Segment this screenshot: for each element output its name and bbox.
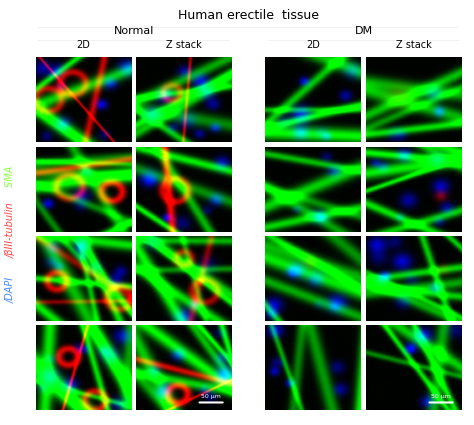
Text: 2D: 2D: [307, 40, 320, 50]
Text: /DAPI: /DAPI: [5, 277, 16, 303]
Text: 2D: 2D: [77, 40, 91, 50]
Text: 50 μm: 50 μm: [201, 394, 221, 399]
Text: Normal: Normal: [114, 26, 154, 36]
Text: /βIII-tubulin: /βIII-tubulin: [5, 203, 16, 258]
Text: Z stack: Z stack: [396, 40, 432, 50]
Text: Z stack: Z stack: [166, 40, 202, 50]
Text: 50 μm: 50 μm: [431, 394, 451, 399]
Text: Human erectile  tissue: Human erectile tissue: [178, 9, 319, 22]
Text: DM: DM: [355, 26, 373, 36]
Text: SMA: SMA: [5, 162, 16, 187]
